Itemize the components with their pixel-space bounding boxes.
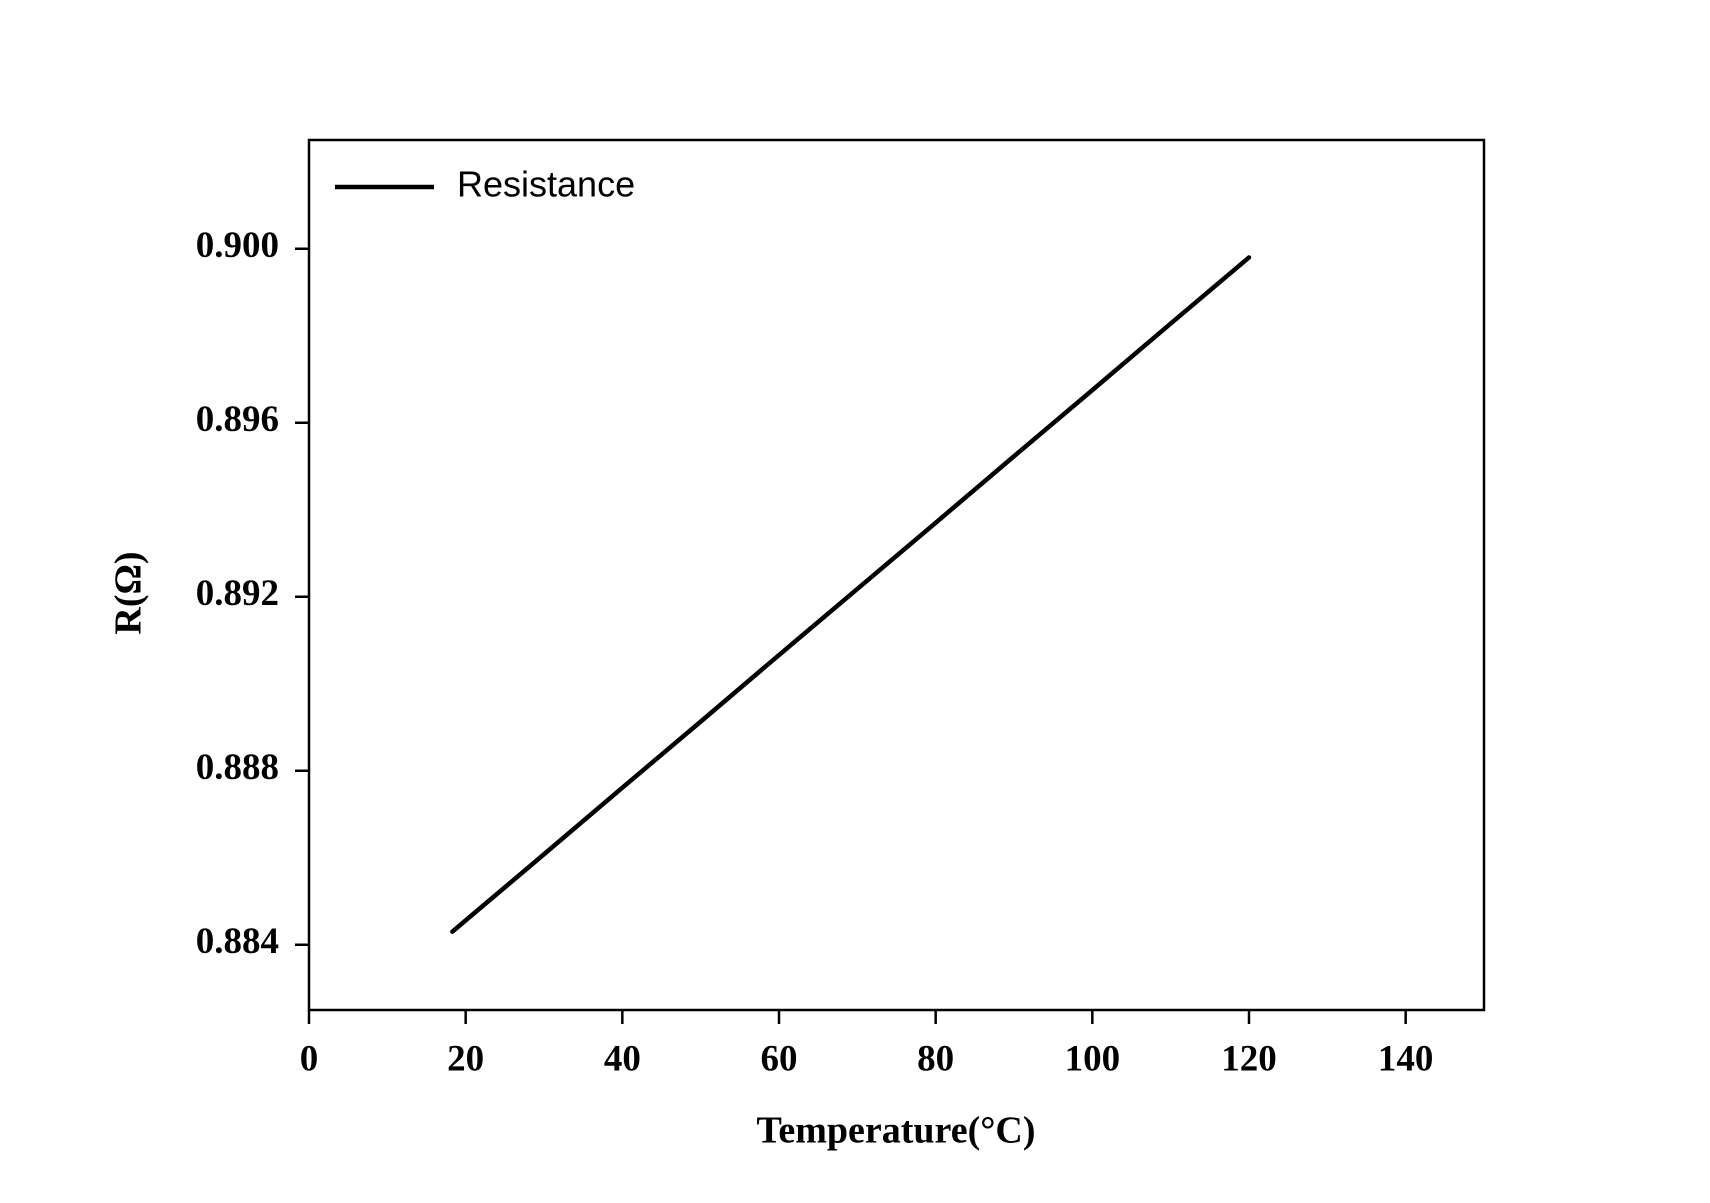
data-line	[450, 255, 1252, 934]
y-tick-label: 0.896	[196, 399, 279, 440]
x-tick-label: 0	[300, 1038, 319, 1079]
x-tick-label: 20	[447, 1038, 484, 1079]
x-tick-label: 60	[761, 1038, 798, 1079]
y-tick-label: 0.884	[196, 921, 279, 962]
x-tick-label: 120	[1221, 1038, 1277, 1079]
y-tick-label: 0.888	[196, 747, 279, 788]
x-tick-label: 40	[604, 1038, 641, 1079]
y-tick-label: 0.892	[196, 573, 279, 614]
x-tick-label: 140	[1378, 1038, 1434, 1079]
x-axis-title: Temperature(°C)	[756, 1110, 1035, 1152]
y-axis-title: R(Ω)	[108, 551, 150, 634]
plot-frame	[307, 138, 1486, 1012]
y-tick-label: 0.900	[196, 225, 279, 266]
x-tick-label: 100	[1065, 1038, 1121, 1079]
x-tick-label: 80	[917, 1038, 954, 1079]
legend-label: Resistance	[457, 164, 635, 205]
